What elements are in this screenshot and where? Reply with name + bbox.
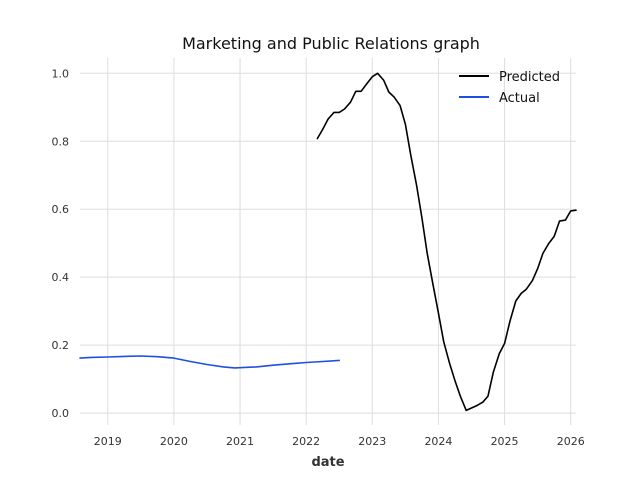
x-tick-label: 2025	[491, 435, 519, 448]
plot-area	[79, 72, 577, 412]
y-tick-label: 0.4	[52, 271, 70, 284]
x-tick-label: 2019	[94, 435, 122, 448]
chart-title: Marketing and Public Relations graph	[182, 34, 480, 53]
y-tick-label: 0.6	[52, 203, 70, 216]
x-tick-label: 2021	[226, 435, 254, 448]
series-line-actual	[79, 355, 340, 369]
y-tick-label: 1.0	[52, 67, 70, 80]
series-line-predicted	[316, 72, 577, 412]
y-axis-ticks: 0.0 0.2 0.4 0.6 0.8 1.0	[52, 67, 70, 420]
legend-label-actual: Actual	[499, 91, 540, 106]
x-tick-label: 2023	[358, 435, 386, 448]
y-tick-label: 0.8	[52, 135, 70, 148]
legend: Predicted Actual	[459, 70, 560, 106]
x-tick-label: 2020	[160, 435, 188, 448]
x-axis-ticks: 2019 2020 2021 2022 2023 2024 2025 2026	[94, 435, 585, 448]
y-tick-label: 0.0	[52, 407, 70, 420]
legend-label-predicted: Predicted	[499, 70, 560, 85]
x-tick-label: 2026	[557, 435, 585, 448]
y-tick-label: 0.2	[52, 339, 70, 352]
grid-lines	[80, 58, 576, 425]
x-tick-label: 2024	[424, 435, 452, 448]
x-axis-label: date	[311, 455, 344, 470]
x-tick-label: 2022	[292, 435, 320, 448]
